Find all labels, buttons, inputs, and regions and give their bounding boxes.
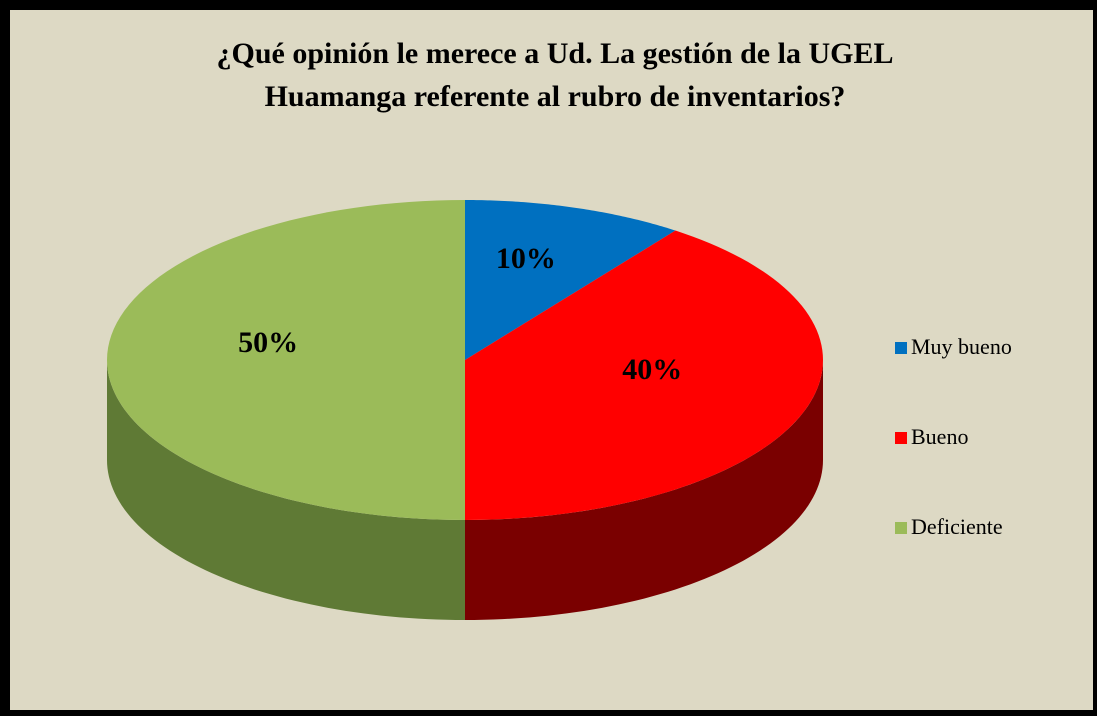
legend-label: Muy bueno xyxy=(911,334,1012,359)
data-label: 50% xyxy=(238,326,298,359)
legend-swatch xyxy=(895,522,907,534)
slice xyxy=(465,230,823,520)
data-label: 40% xyxy=(622,353,682,386)
legend-swatch xyxy=(895,432,907,444)
slice-side xyxy=(107,360,465,620)
data-label: 10% xyxy=(496,242,556,275)
slice xyxy=(465,200,676,360)
slice xyxy=(107,200,465,520)
chart-title: ¿Qué opinión le merece a Ud. La gestión … xyxy=(216,37,894,113)
slice-side xyxy=(465,360,823,620)
legend-swatch xyxy=(895,342,907,354)
legend-label: Deficiente xyxy=(911,514,1003,539)
legend-label: Bueno xyxy=(911,424,968,449)
